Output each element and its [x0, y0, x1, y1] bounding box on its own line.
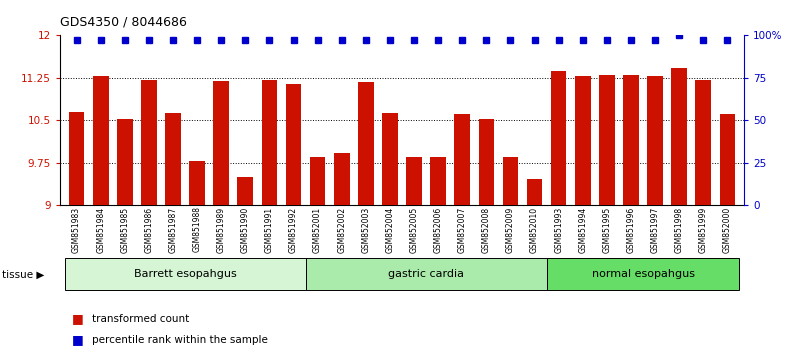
- Bar: [237, 177, 253, 205]
- Bar: [720, 114, 736, 205]
- Text: GSM851989: GSM851989: [217, 206, 226, 252]
- Text: GSM852006: GSM852006: [434, 206, 443, 253]
- Bar: [93, 76, 108, 205]
- Text: Barrett esopahgus: Barrett esopahgus: [134, 269, 236, 279]
- Bar: [431, 156, 446, 205]
- Text: GSM851999: GSM851999: [699, 206, 708, 253]
- Text: GSM852003: GSM852003: [361, 206, 370, 253]
- Bar: [647, 76, 663, 205]
- Bar: [623, 75, 639, 205]
- Text: tissue ▶: tissue ▶: [2, 269, 44, 279]
- Bar: [64, 258, 306, 290]
- Text: GSM852008: GSM852008: [482, 206, 491, 252]
- Bar: [696, 80, 711, 205]
- Text: GSM852007: GSM852007: [458, 206, 466, 253]
- Bar: [358, 82, 373, 205]
- Bar: [286, 84, 302, 205]
- Bar: [141, 80, 157, 205]
- Bar: [527, 179, 542, 205]
- Text: GSM851990: GSM851990: [241, 206, 250, 253]
- Text: GSM851998: GSM851998: [675, 206, 684, 252]
- Text: GSM851993: GSM851993: [554, 206, 563, 253]
- Bar: [478, 119, 494, 205]
- Text: GSM851996: GSM851996: [626, 206, 635, 253]
- Text: GSM851997: GSM851997: [650, 206, 660, 253]
- Text: GSM852001: GSM852001: [313, 206, 322, 252]
- Text: ■: ■: [72, 333, 84, 346]
- Text: GSM851983: GSM851983: [72, 206, 81, 252]
- Text: GSM851991: GSM851991: [265, 206, 274, 252]
- Bar: [551, 70, 567, 205]
- Bar: [455, 114, 470, 205]
- Text: GSM852010: GSM852010: [530, 206, 539, 252]
- Bar: [68, 112, 84, 205]
- Text: GSM852005: GSM852005: [409, 206, 419, 253]
- Text: GSM852000: GSM852000: [723, 206, 732, 253]
- Text: GSM851987: GSM851987: [169, 206, 178, 252]
- Text: GSM851986: GSM851986: [144, 206, 154, 252]
- Text: percentile rank within the sample: percentile rank within the sample: [92, 335, 267, 345]
- Text: GSM852009: GSM852009: [506, 206, 515, 253]
- Text: GSM851984: GSM851984: [96, 206, 105, 252]
- Text: GDS4350 / 8044686: GDS4350 / 8044686: [60, 16, 186, 29]
- Text: transformed count: transformed count: [92, 314, 189, 324]
- Bar: [382, 113, 398, 205]
- Bar: [117, 119, 133, 205]
- Bar: [165, 113, 181, 205]
- Bar: [189, 161, 205, 205]
- Bar: [306, 258, 547, 290]
- Bar: [671, 68, 687, 205]
- Bar: [334, 153, 349, 205]
- Bar: [310, 157, 326, 205]
- Text: GSM851994: GSM851994: [578, 206, 587, 253]
- Bar: [575, 76, 591, 205]
- Text: GSM851985: GSM851985: [120, 206, 129, 252]
- Text: GSM852002: GSM852002: [338, 206, 346, 252]
- Bar: [262, 80, 277, 205]
- Text: gastric cardia: gastric cardia: [388, 269, 464, 279]
- Text: GSM851995: GSM851995: [603, 206, 611, 253]
- Text: ■: ■: [72, 312, 84, 325]
- Bar: [502, 156, 518, 205]
- Text: normal esopahgus: normal esopahgus: [591, 269, 695, 279]
- Bar: [599, 75, 615, 205]
- Text: GSM852004: GSM852004: [385, 206, 395, 253]
- Bar: [406, 156, 422, 205]
- Bar: [547, 258, 739, 290]
- Text: GSM851992: GSM851992: [289, 206, 298, 252]
- Text: GSM851988: GSM851988: [193, 206, 201, 252]
- Bar: [213, 81, 229, 205]
